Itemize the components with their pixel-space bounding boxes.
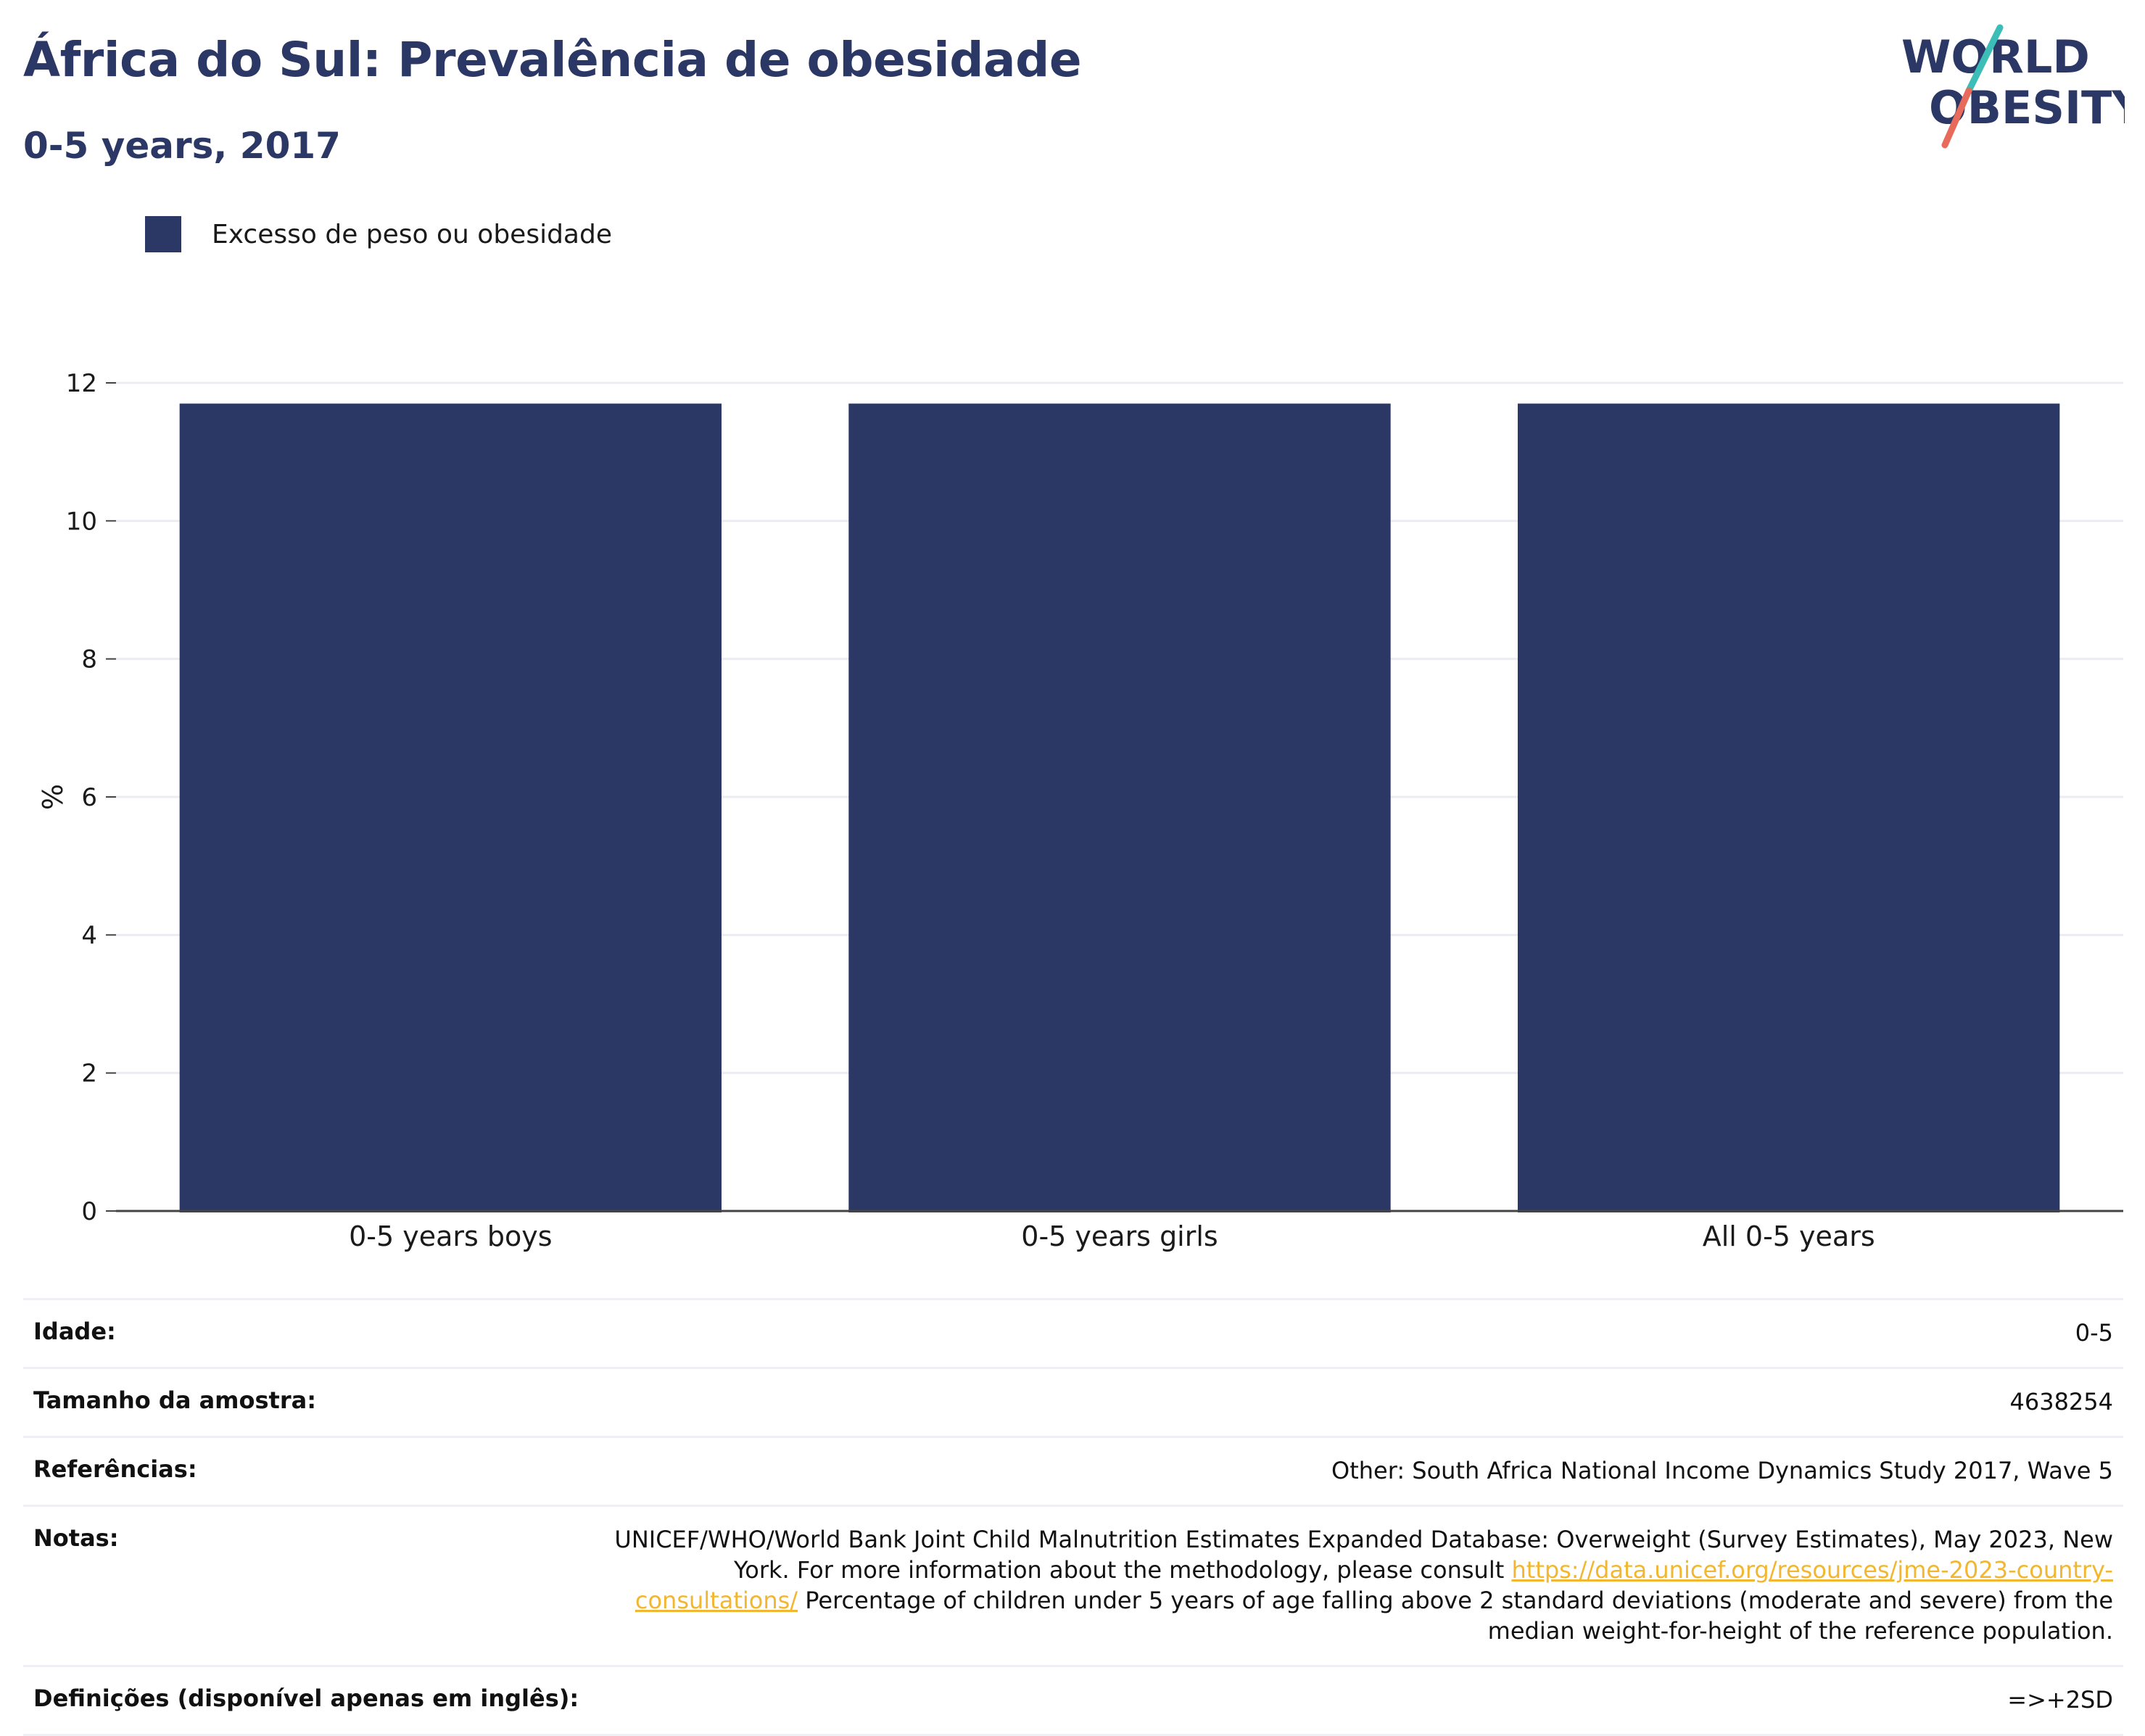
x-category-label: 0-5 years girls xyxy=(1021,1220,1218,1252)
bar-chart: 0 2 4 6 8 10 12 0-5 years boys 0-5 years girls A… xyxy=(36,369,2123,1252)
chart-subtitle: 0-5 years, 2017 xyxy=(23,125,341,167)
legend-label: Excesso de peso ou obesidade xyxy=(212,219,612,249)
logo-slash-coral xyxy=(1941,87,1972,149)
meta-row-notes: Notas: UNICEF/WHO/World Bank Joint Child… xyxy=(23,1505,2123,1665)
meta-value-age: 0-5 xyxy=(2075,1319,2113,1347)
meta-value-refs: Other: South Africa National Income Dyna… xyxy=(1331,1457,2113,1484)
meta-value-defs: =>+2SD xyxy=(2007,1686,2113,1714)
y-tick-label: 6 xyxy=(81,783,97,812)
y-axis-title: % xyxy=(36,784,67,810)
meta-value-sample: 4638254 xyxy=(2009,1388,2113,1415)
meta-label-refs: Referências: xyxy=(33,1455,197,1483)
y-tick-label: 4 xyxy=(81,921,97,950)
x-category-label: 0-5 years boys xyxy=(349,1220,552,1252)
meta-value-notes: UNICEF/WHO/World Bank Joint Child Malnut… xyxy=(590,1524,2113,1646)
world-obesity-logo: WORLD OBESITY xyxy=(1901,24,2125,149)
y-tick-label: 2 xyxy=(81,1059,97,1088)
meta-row-sample: Tamanho da amostra: 4638254 xyxy=(23,1367,2123,1436)
notes-link[interactable]: https://data.unicef.org/resources/jme-20… xyxy=(635,1556,2113,1614)
y-tick-label: 0 xyxy=(81,1197,97,1226)
x-axis-labels: 0-5 years boys 0-5 years girls All 0-5 yea… xyxy=(349,1220,1875,1252)
meta-label-defs: Definições (disponível apenas em inglês)… xyxy=(33,1685,579,1712)
bar[interactable] xyxy=(179,403,722,1212)
metadata-table: Idade: 0-5 Tamanho da amostra: 4638254 R… xyxy=(23,1298,2123,1736)
x-category-label: All 0-5 years xyxy=(1703,1220,1875,1252)
legend-swatch xyxy=(145,216,181,252)
meta-row-refs: Referências: Other: South Africa Nationa… xyxy=(23,1436,2123,1505)
bars xyxy=(179,403,2060,1212)
notes-text-1: UNICEF/WHO/World Bank Joint Child Malnut… xyxy=(614,1526,2113,1584)
legend[interactable]: Excesso de peso ou obesidade xyxy=(145,216,612,252)
y-axis-ticks: 0 2 4 6 8 10 12 xyxy=(66,369,116,1226)
meta-label-sample: Tamanho da amostra: xyxy=(33,1386,316,1414)
y-tick-label: 12 xyxy=(66,369,97,398)
meta-label-age: Idade: xyxy=(33,1318,116,1345)
bar[interactable] xyxy=(848,403,1391,1212)
logo-slash-teal xyxy=(1965,24,2004,94)
y-tick-label: 8 xyxy=(81,645,97,674)
chart-title: África do Sul: Prevalência de obesidade xyxy=(23,32,1082,88)
meta-row-age: Idade: 0-5 xyxy=(23,1298,2123,1367)
bar[interactable] xyxy=(1517,403,2060,1212)
notes-text-2: Percentage of children under 5 years of … xyxy=(798,1587,2113,1645)
meta-row-defs: Definições (disponível apenas em inglês)… xyxy=(23,1665,2123,1736)
y-tick-label: 10 xyxy=(66,507,97,536)
meta-label-notes: Notas: xyxy=(33,1524,119,1552)
